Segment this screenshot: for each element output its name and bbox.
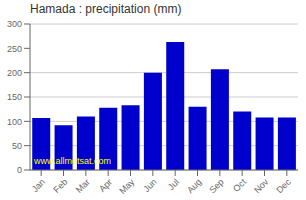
svg-text:Feb: Feb (51, 177, 69, 195)
svg-text:150: 150 (8, 92, 22, 102)
svg-text:Apr: Apr (97, 177, 114, 194)
svg-text:Jan: Jan (30, 177, 47, 194)
svg-text:Dec: Dec (274, 177, 293, 196)
svg-text:Oct: Oct (231, 177, 248, 194)
svg-text:250: 250 (8, 44, 22, 54)
svg-text:Nov: Nov (252, 177, 271, 196)
svg-text:Jul: Jul (166, 177, 181, 192)
svg-text:Mar: Mar (74, 177, 92, 195)
svg-text:100: 100 (8, 117, 22, 127)
html-text:Hamada : precipitation (mm): Hamada : precipitation (mm) (30, 2, 182, 16)
svg-text:300: 300 (8, 19, 22, 29)
svg-text:Sep: Sep (207, 177, 225, 195)
svg-text:May: May (117, 177, 136, 196)
svg-text:200: 200 (8, 68, 22, 78)
svg-text:Aug: Aug (185, 177, 203, 195)
html-text:www.allmetsat.com: www.allmetsat.com (34, 156, 111, 166)
svg-text:50: 50 (12, 141, 22, 151)
svg-text:0: 0 (17, 165, 22, 175)
svg-text:Jun: Jun (141, 177, 158, 194)
